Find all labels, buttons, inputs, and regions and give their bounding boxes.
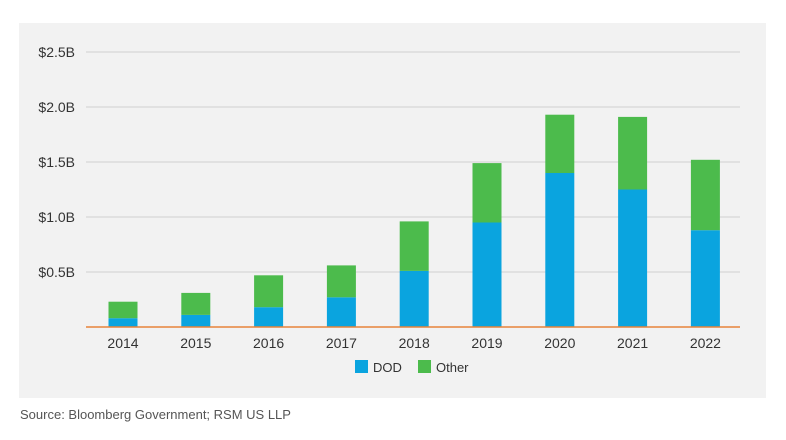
x-tick-label: 2015 bbox=[180, 335, 211, 351]
legend-label-dod: DOD bbox=[373, 360, 402, 375]
source-note: Source: Bloomberg Government; RSM US LLP bbox=[20, 407, 291, 422]
bar-dod-2021 bbox=[618, 189, 648, 327]
y-tick-label: $2.5B bbox=[38, 44, 75, 60]
bar-other-2019 bbox=[472, 163, 502, 223]
bar-other-2014 bbox=[108, 301, 138, 319]
x-tick-label: 2021 bbox=[617, 335, 648, 351]
bar-dod-2019 bbox=[472, 222, 502, 327]
bars bbox=[86, 114, 740, 328]
bar-other-2021 bbox=[618, 116, 648, 190]
y-tick-label: $0.5B bbox=[38, 264, 75, 280]
legend-swatch-dod bbox=[355, 360, 368, 373]
legend-swatch-other bbox=[418, 360, 431, 373]
bar-dod-2014 bbox=[108, 318, 138, 327]
bar-other-2015 bbox=[181, 292, 211, 315]
bar-other-2017 bbox=[326, 265, 356, 298]
y-axis-ticks: $0.5B $1.0B $1.5B $2.0B $2.5B bbox=[38, 44, 75, 280]
bar-other-2020 bbox=[545, 114, 575, 173]
bar-other-2018 bbox=[399, 221, 429, 271]
x-tick-label: 2017 bbox=[326, 335, 357, 351]
bar-dod-2015 bbox=[181, 314, 211, 327]
bar-dod-2017 bbox=[326, 297, 356, 327]
x-tick-label: 2019 bbox=[471, 335, 502, 351]
x-axis-ticks: 2014 2015 2016 2017 2018 2019 2020 2021 2022 bbox=[107, 335, 721, 351]
x-tick-label: 2022 bbox=[690, 335, 721, 351]
bar-dod-2018 bbox=[399, 270, 429, 327]
y-tick-label: $1.5B bbox=[38, 154, 75, 170]
x-tick-label: 2016 bbox=[253, 335, 284, 351]
x-tick-label: 2018 bbox=[399, 335, 430, 351]
bar-dod-2022 bbox=[690, 230, 720, 327]
bar-other-2016 bbox=[254, 275, 284, 308]
x-tick-label: 2020 bbox=[544, 335, 575, 351]
bar-dod-2020 bbox=[545, 173, 575, 327]
legend-label-other: Other bbox=[436, 360, 469, 375]
y-tick-label: $2.0B bbox=[38, 99, 75, 115]
y-tick-label: $1.0B bbox=[38, 209, 75, 225]
x-tick-label: 2014 bbox=[107, 335, 138, 351]
legend: DOD Other bbox=[355, 360, 469, 375]
bar-dod-2016 bbox=[254, 307, 284, 327]
bar-other-2022 bbox=[690, 159, 720, 231]
